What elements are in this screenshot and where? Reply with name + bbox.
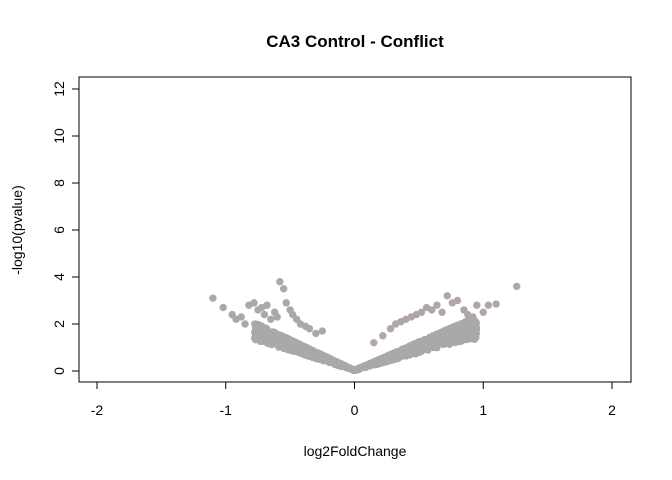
data-point <box>314 350 322 358</box>
data-points <box>209 278 521 347</box>
data-point <box>391 349 399 356</box>
data-point <box>291 338 299 345</box>
y-tick-label: 0 <box>51 367 67 375</box>
data-point <box>417 308 426 316</box>
data-point <box>318 327 327 335</box>
data-point <box>458 337 465 345</box>
data-point <box>294 348 302 356</box>
data-point <box>484 301 493 309</box>
data-point <box>360 363 368 371</box>
x-axis-label: log2FoldChange <box>304 443 407 459</box>
data-point <box>330 360 338 368</box>
y-tick-label: 6 <box>51 226 67 234</box>
y-tick-label: 4 <box>51 273 67 281</box>
data-point <box>250 299 258 307</box>
data-point <box>241 320 249 328</box>
data-point <box>453 296 462 305</box>
data-point <box>305 325 314 333</box>
data-point <box>282 299 290 307</box>
data-point <box>279 285 288 293</box>
data-point <box>267 315 275 323</box>
plot-border <box>78 76 632 383</box>
y-axis-label: -log10(pvalue) <box>9 185 25 275</box>
x-axis: -2 -1 0 1 2 <box>91 381 616 418</box>
data-point <box>428 306 436 314</box>
data-point <box>438 308 446 316</box>
data-point <box>473 330 480 337</box>
data-point <box>260 310 269 319</box>
y-tick-label: 8 <box>51 179 67 187</box>
data-point <box>402 349 410 357</box>
data-point <box>418 342 425 350</box>
data-point <box>254 328 262 336</box>
data-point <box>386 325 395 333</box>
data-point <box>443 292 451 300</box>
data-point <box>309 350 316 358</box>
chart-title: CA3 Control - Conflict <box>266 32 444 51</box>
data-point <box>260 330 267 337</box>
y-tick-label: 10 <box>51 128 67 144</box>
data-point <box>273 313 281 321</box>
x-tick-label: 2 <box>608 402 616 418</box>
data-point <box>447 325 455 332</box>
data-point <box>341 362 349 369</box>
x-tick-label: -2 <box>91 402 104 418</box>
data-point <box>383 353 391 361</box>
data-point <box>449 335 456 342</box>
data-point <box>433 301 441 309</box>
data-point <box>262 338 269 346</box>
data-point <box>492 300 500 308</box>
data-point <box>301 348 308 356</box>
data-point <box>379 332 387 340</box>
data-point <box>460 326 468 334</box>
data-point <box>272 329 279 337</box>
data-point <box>286 339 293 347</box>
data-point <box>312 329 320 338</box>
data-point <box>479 308 487 316</box>
data-point <box>458 319 465 327</box>
data-point <box>375 357 383 364</box>
data-point <box>271 336 279 344</box>
data-point <box>370 339 378 347</box>
data-point <box>300 342 307 350</box>
data-point <box>254 321 261 329</box>
data-point <box>276 278 284 286</box>
data-point <box>250 334 258 342</box>
x-tick-label: 1 <box>479 402 487 418</box>
x-tick-label: 0 <box>351 402 359 418</box>
data-point <box>325 359 332 366</box>
y-tick-label: 12 <box>51 81 67 97</box>
data-point <box>263 301 271 309</box>
y-tick-label: 2 <box>51 320 67 328</box>
data-point <box>412 348 420 356</box>
data-point <box>437 336 444 344</box>
data-point <box>513 282 521 291</box>
data-point <box>237 313 245 321</box>
point-mass <box>250 316 481 375</box>
data-point <box>353 366 361 373</box>
data-point <box>469 313 477 321</box>
data-point <box>422 336 430 344</box>
data-point <box>473 301 481 309</box>
y-axis: 0 2 4 6 8 10 12 <box>51 81 80 375</box>
data-point <box>280 345 287 353</box>
data-point <box>209 294 217 302</box>
data-point <box>219 303 227 312</box>
data-point <box>441 329 448 337</box>
x-tick-label: -1 <box>220 402 233 418</box>
